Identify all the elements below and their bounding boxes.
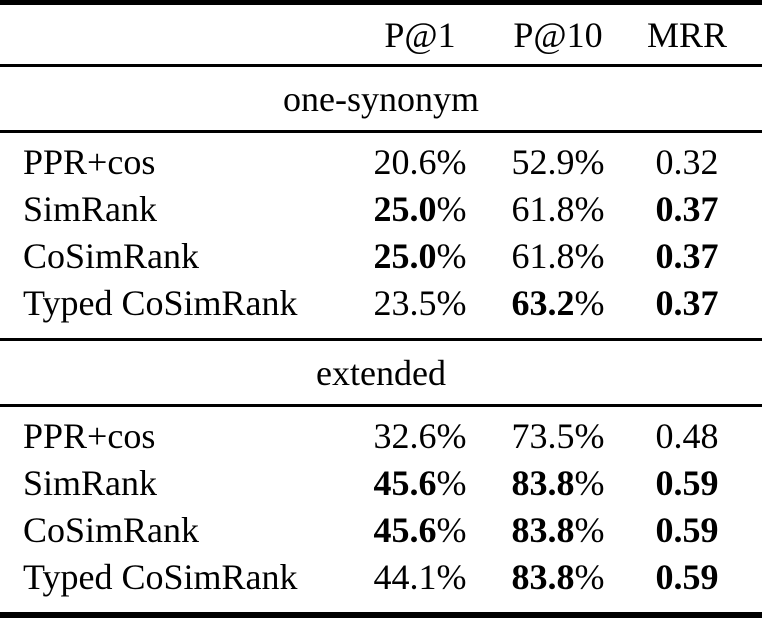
mrr-value: 0.32 <box>655 141 719 182</box>
p1-value: 44.1 <box>373 556 437 597</box>
mrr-value: 0.59 <box>655 462 719 503</box>
mrr-cell: 0.59 <box>628 509 762 551</box>
p10-cell: 83.8% <box>488 462 628 504</box>
table-row: Typed CoSimRank 23.5% 63.2% 0.37 <box>0 279 762 326</box>
mrr-value: 0.37 <box>655 282 719 323</box>
mrr-cell: 0.48 <box>628 415 762 457</box>
section-title-extended: extended <box>316 352 446 393</box>
p10-value: 61.8 <box>511 235 575 276</box>
p1-cell: 23.5% <box>352 282 488 324</box>
mrr-cell: 0.37 <box>628 282 762 324</box>
percent-sign: % <box>436 235 467 276</box>
p1-value: 45.6 <box>373 462 437 503</box>
p10-cell: 61.8% <box>488 235 628 277</box>
p10-cell: 61.8% <box>488 188 628 230</box>
p10-value: 83.8 <box>511 556 575 597</box>
mrr-cell: 0.37 <box>628 235 762 277</box>
table-row: SimRank 45.6% 83.8% 0.59 <box>0 459 762 506</box>
percent-sign: % <box>574 235 605 276</box>
p1-value: 20.6 <box>373 141 437 182</box>
header-row: P@1 P@10 MRR <box>0 5 762 64</box>
top-rule <box>0 0 762 5</box>
p10-value: 83.8 <box>511 509 575 550</box>
percent-sign: % <box>436 141 467 182</box>
method-cell: SimRank <box>23 462 158 503</box>
p1-cell: 32.6% <box>352 415 488 457</box>
percent-sign: % <box>436 509 467 550</box>
column-header-p1: P@1 <box>384 14 456 55</box>
percent-sign: % <box>574 415 605 456</box>
p1-value: 45.6 <box>373 509 437 550</box>
percent-sign: % <box>574 188 605 229</box>
p1-cell: 25.0% <box>352 188 488 230</box>
percent-sign: % <box>436 462 467 503</box>
table-row: PPR+cos 20.6% 52.9% 0.32 <box>0 138 762 185</box>
p1-value: 25.0 <box>373 188 437 229</box>
section-extended-rows: PPR+cos 32.6% 73.5% 0.48 SimRank 45.6% 8… <box>0 407 762 612</box>
percent-sign: % <box>574 556 605 597</box>
p10-cell: 83.8% <box>488 509 628 551</box>
method-cell: Typed CoSimRank <box>23 282 298 323</box>
method-cell: PPR+cos <box>23 141 156 182</box>
table-row: Typed CoSimRank 44.1% 83.8% 0.59 <box>0 553 762 600</box>
percent-sign: % <box>574 462 605 503</box>
mrr-cell: 0.59 <box>628 556 762 598</box>
p10-cell: 52.9% <box>488 141 628 183</box>
bottom-rule <box>0 612 762 618</box>
p1-value: 25.0 <box>373 235 437 276</box>
method-cell: CoSimRank <box>23 509 200 550</box>
percent-sign: % <box>436 188 467 229</box>
midrule <box>0 338 762 341</box>
method-cell: CoSimRank <box>23 235 200 276</box>
p1-cell: 25.0% <box>352 235 488 277</box>
mrr-value: 0.48 <box>655 415 719 456</box>
p10-value: 73.5 <box>511 415 575 456</box>
column-header-mrr: MRR <box>646 14 728 55</box>
table-row: PPR+cos 32.6% 73.5% 0.48 <box>0 412 762 459</box>
percent-sign: % <box>436 556 467 597</box>
percent-sign: % <box>574 282 605 323</box>
mrr-cell: 0.59 <box>628 462 762 504</box>
percent-sign: % <box>436 282 467 323</box>
section-title-one-synonym: one-synonym <box>283 78 479 119</box>
midrule <box>0 64 762 67</box>
column-header-p10: P@10 <box>513 14 603 55</box>
p1-value: 32.6 <box>373 415 437 456</box>
p10-cell: 63.2% <box>488 282 628 324</box>
table-row: SimRank 25.0% 61.8% 0.37 <box>0 185 762 232</box>
p10-value: 83.8 <box>511 462 575 503</box>
method-cell: PPR+cos <box>23 415 156 456</box>
method-cell: SimRank <box>23 188 158 229</box>
percent-sign: % <box>574 141 605 182</box>
p1-cell: 45.6% <box>352 509 488 551</box>
p1-value: 23.5 <box>373 282 437 323</box>
section-one-synonym-rows: PPR+cos 20.6% 52.9% 0.32 SimRank 25.0% 6… <box>0 133 762 338</box>
percent-sign: % <box>436 415 467 456</box>
p10-cell: 73.5% <box>488 415 628 457</box>
table-row: CoSimRank 45.6% 83.8% 0.59 <box>0 506 762 553</box>
mrr-value: 0.59 <box>655 509 719 550</box>
p1-cell: 45.6% <box>352 462 488 504</box>
p10-value: 52.9 <box>511 141 575 182</box>
mrr-value: 0.37 <box>655 235 719 276</box>
midrule <box>0 404 762 407</box>
mrr-cell: 0.37 <box>628 188 762 230</box>
p1-cell: 44.1% <box>352 556 488 598</box>
p10-value: 63.2 <box>511 282 575 323</box>
midrule <box>0 130 762 133</box>
table-row: CoSimRank 25.0% 61.8% 0.37 <box>0 232 762 279</box>
mrr-cell: 0.32 <box>628 141 762 183</box>
p10-cell: 83.8% <box>488 556 628 598</box>
method-cell: Typed CoSimRank <box>23 556 298 597</box>
p1-cell: 20.6% <box>352 141 488 183</box>
mrr-value: 0.37 <box>655 188 719 229</box>
percent-sign: % <box>574 509 605 550</box>
mrr-value: 0.59 <box>655 556 719 597</box>
p10-value: 61.8 <box>511 188 575 229</box>
